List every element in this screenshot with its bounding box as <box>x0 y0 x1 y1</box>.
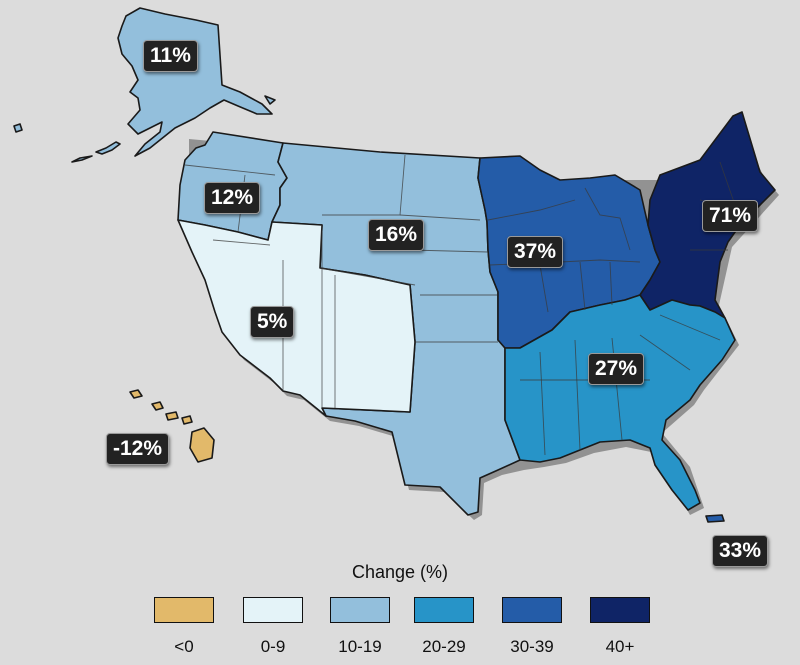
region-southwest <box>177 219 416 417</box>
region-puerto-rico <box>705 514 725 523</box>
legend-swatch-40-plus <box>590 597 650 623</box>
legend-label-40-plus: 40+ <box>605 637 635 656</box>
legend-label-20-29: 20-29 <box>422 637 466 656</box>
badge-puerto-rico: 33% <box>712 535 769 567</box>
region-southeast <box>504 294 736 511</box>
badge-southwest: 5% <box>250 306 295 338</box>
legend-label-negative: <0 <box>174 637 194 656</box>
legend-swatch-0-9 <box>243 597 303 623</box>
badge-southeast: 27% <box>588 353 645 385</box>
region-alaska <box>117 7 273 157</box>
legend-swatch-30-39 <box>502 597 562 623</box>
legend-swatch-10-19 <box>330 597 390 623</box>
legend-swatch-negative <box>154 597 214 623</box>
badge-hawaii: -12% <box>106 433 170 465</box>
badge-alaska: 11% <box>143 40 198 72</box>
badge-northeast: 71% <box>702 200 759 232</box>
badge-great-plains: 16% <box>368 219 425 251</box>
badge-midwest: 37% <box>507 236 564 268</box>
region-hawaii <box>129 389 215 463</box>
legend-label-10-19: 10-19 <box>338 637 382 656</box>
legend-label-30-39: 30-39 <box>510 637 554 656</box>
badge-northwest: 12% <box>204 182 261 214</box>
alaska-islands <box>13 95 276 163</box>
legend-title: Change (%) <box>351 562 449 582</box>
legend-swatch-20-29 <box>414 597 474 623</box>
legend-label-0-9: 0-9 <box>260 637 286 656</box>
